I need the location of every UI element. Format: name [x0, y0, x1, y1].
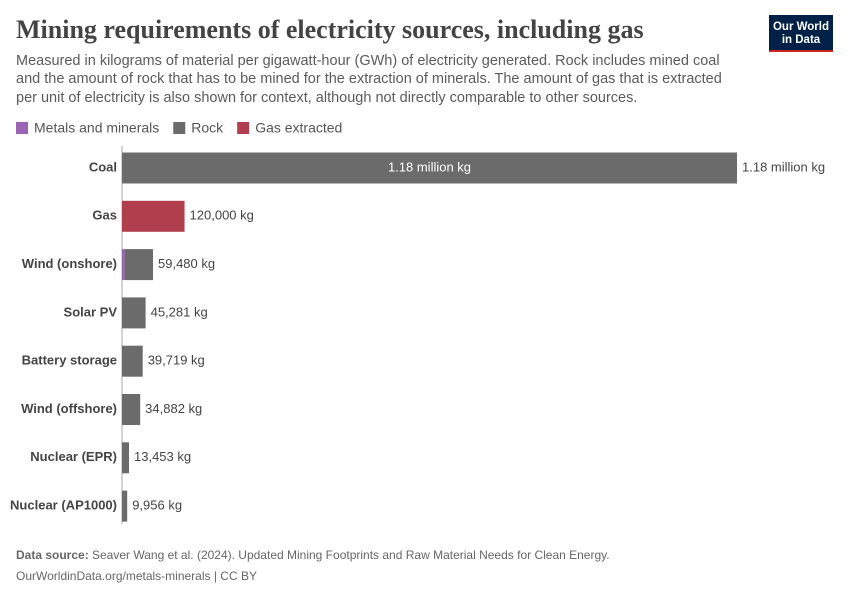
value-label: 39,719 kg	[148, 353, 205, 368]
category-label: Coal	[89, 159, 117, 174]
bar-segment	[122, 345, 143, 377]
category-label: Wind (offshore)	[21, 401, 117, 416]
category-label: Wind (onshore)	[22, 256, 117, 271]
value-label: 45,281 kg	[151, 304, 208, 319]
legend-label: Metals and minerals	[34, 120, 159, 136]
legend-label: Rock	[191, 120, 224, 136]
legend-swatch	[237, 122, 250, 134]
source-label: Data source:	[16, 548, 89, 562]
bar-segment	[122, 200, 185, 232]
value-label: 34,882 kg	[145, 401, 202, 416]
bar-segment	[122, 490, 128, 522]
legend-swatch	[16, 122, 28, 134]
legend-label: Gas extracted	[255, 120, 342, 136]
legend-swatch	[173, 122, 186, 134]
category-label: Gas	[92, 208, 117, 223]
subtitle: Measured in kilograms of material per gi…	[16, 53, 720, 69]
value-label: 59,480 kg	[158, 256, 215, 271]
chart-title: Mining requirements of electricity sourc…	[16, 15, 644, 44]
subtitle: and the amount of rock that has to be mi…	[16, 71, 722, 87]
logo[interactable]	[769, 15, 833, 52]
bar-segment	[122, 394, 141, 425]
category-label: Nuclear (EPR)	[30, 449, 117, 464]
bar-segment	[122, 442, 130, 474]
category-label: Battery storage	[22, 353, 117, 368]
source: Seaver Wang et al. (2024). Updated Minin…	[92, 548, 610, 562]
logo-text: in Data	[782, 34, 821, 46]
value-label-inside: 1.18 million kg	[388, 159, 471, 174]
url[interactable]: OurWorldinData.org/metals-minerals | CC …	[16, 569, 257, 583]
value-label: 120,000 kg	[190, 208, 254, 223]
value-label: 1.18 million kg	[742, 159, 825, 174]
subtitle: per unit of electricity is also shown fo…	[16, 90, 637, 106]
bar-segment	[122, 297, 146, 329]
logo-bar	[769, 50, 833, 52]
value-label: 13,453 kg	[134, 449, 191, 464]
value-label: 9,956 kg	[132, 498, 182, 513]
bar-segment	[124, 249, 154, 281]
bar-segment	[122, 249, 125, 281]
category-label: Solar PV	[64, 304, 118, 319]
bar-segment	[122, 152, 737, 184]
category-label: Nuclear (AP1000)	[10, 498, 117, 513]
logo-text: Our World	[773, 21, 829, 33]
